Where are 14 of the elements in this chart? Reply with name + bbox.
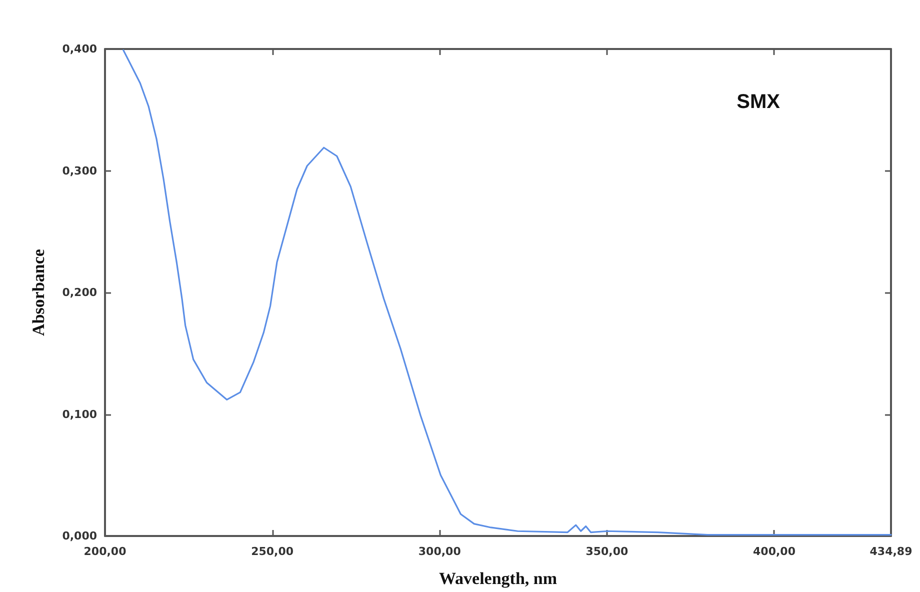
annotation: SMX <box>736 91 781 113</box>
x-tick-label: 434,89 <box>870 545 912 558</box>
y-tick-label: 0,400 <box>62 42 98 56</box>
x-tick-label: 400,00 <box>753 545 796 558</box>
y-axis-title: Absorbance <box>29 248 48 336</box>
y-tick-label: 0,100 <box>62 408 98 421</box>
y-tick-label: 0,200 <box>62 286 98 299</box>
x-tick-label: 350,00 <box>586 545 629 558</box>
x-axis-title: Wavelength, nm <box>438 569 558 588</box>
x-tick-label: 300,00 <box>418 545 462 558</box>
y-tick-label: 0,300 <box>62 164 98 178</box>
x-tick-label: 250,00 <box>251 545 294 558</box>
y-tick-label: 0,000 <box>62 530 98 542</box>
x-tick-label: 200,00 <box>84 545 127 558</box>
